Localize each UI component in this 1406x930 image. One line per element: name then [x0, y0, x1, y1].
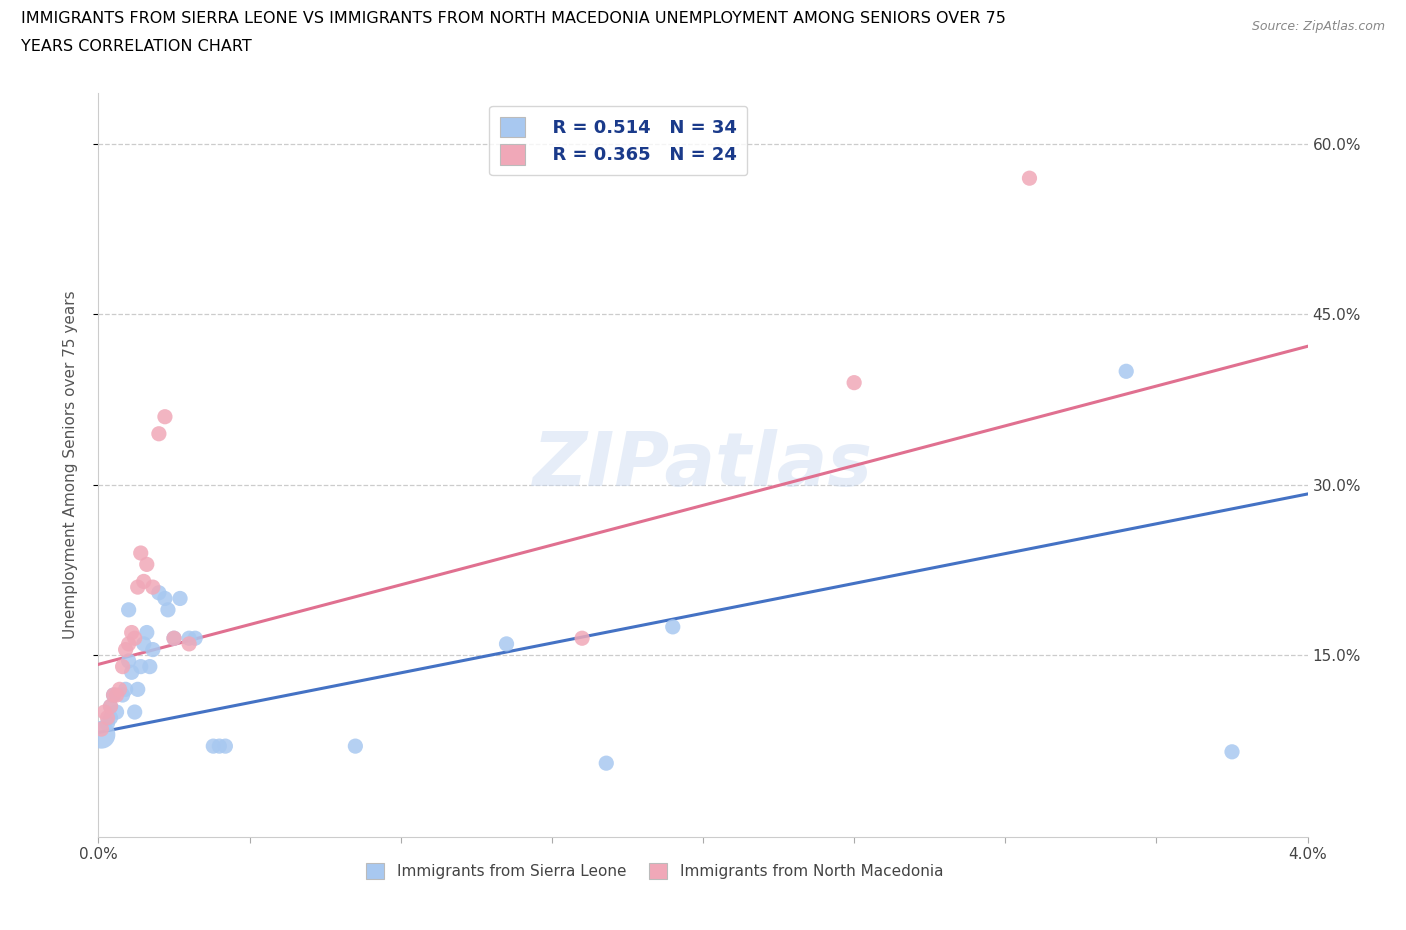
Point [127, 682, 149, 697]
Point [124, 705, 146, 720]
Point [148, 426, 170, 441]
Point [139, 659, 162, 674]
Point [202, 738, 225, 753]
Point [105, 687, 128, 702]
Point [135, 625, 157, 640]
Point [93, 705, 115, 720]
Point [118, 636, 141, 651]
Point [118, 603, 141, 618]
Point [132, 636, 155, 651]
Point [142, 642, 165, 657]
Point [103, 687, 125, 702]
Point [114, 642, 136, 657]
Point [148, 585, 170, 600]
Point [100, 711, 122, 725]
Text: YEARS CORRELATION CHART: YEARS CORRELATION CHART [21, 39, 252, 54]
Point [495, 636, 517, 651]
Point [129, 546, 152, 561]
Point [129, 659, 152, 674]
Point [127, 579, 149, 594]
Point [169, 591, 191, 606]
Point [163, 631, 186, 645]
Point [1220, 744, 1243, 759]
Point [96, 716, 118, 731]
Point [100, 699, 122, 714]
Point [103, 687, 125, 702]
Point [344, 738, 367, 753]
Point [96, 711, 118, 725]
Point [153, 591, 176, 606]
Point [90, 722, 112, 737]
Point [184, 631, 207, 645]
Point [105, 705, 128, 720]
Point [844, 375, 866, 390]
Point [118, 654, 141, 669]
Point [124, 631, 146, 645]
Point [571, 631, 593, 645]
Legend: Immigrants from Sierra Leone, Immigrants from North Macedonia: Immigrants from Sierra Leone, Immigrants… [360, 857, 949, 885]
Point [661, 619, 683, 634]
Point [153, 409, 176, 424]
Point [100, 699, 122, 714]
Point [163, 631, 186, 645]
Text: IMMIGRANTS FROM SIERRA LEONE VS IMMIGRANTS FROM NORTH MACEDONIA UNEMPLOYMENT AMO: IMMIGRANTS FROM SIERRA LEONE VS IMMIGRAN… [21, 11, 1005, 26]
Text: Source: ZipAtlas.com: Source: ZipAtlas.com [1251, 20, 1385, 33]
Point [179, 631, 201, 645]
Point [142, 579, 165, 594]
Point [208, 738, 231, 753]
Point [111, 659, 134, 674]
Point [156, 603, 179, 618]
Point [1018, 171, 1040, 186]
Text: ZIPatlas: ZIPatlas [533, 429, 873, 501]
Point [108, 682, 131, 697]
Y-axis label: Unemployment Among Seniors over 75 years: Unemployment Among Seniors over 75 years [63, 291, 77, 639]
Point [121, 625, 143, 640]
Point [1115, 364, 1137, 379]
Point [132, 574, 155, 589]
Point [121, 665, 143, 680]
Point [114, 682, 136, 697]
Point [595, 756, 617, 771]
Point [90, 727, 112, 742]
Point [111, 687, 134, 702]
Point [214, 738, 236, 753]
Point [179, 636, 201, 651]
Point [135, 557, 157, 572]
